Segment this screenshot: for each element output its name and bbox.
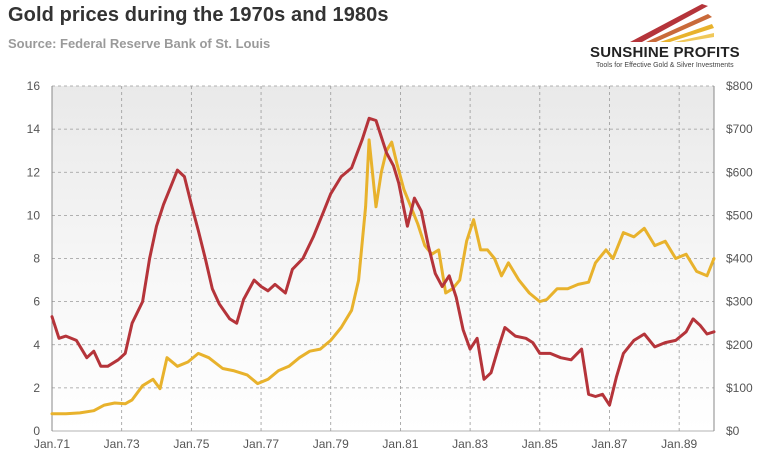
y-right-tick-label: $0 (726, 424, 740, 438)
y-right-tick-label: $400 (726, 252, 753, 266)
y-left-tick-label: 14 (27, 122, 41, 136)
x-tick-label: Jan.71 (34, 437, 70, 451)
logo-name: SUNSHINE PROFITS (590, 44, 740, 61)
chart-title: Gold prices during the 1970s and 1980s (8, 4, 389, 26)
y-left-tick-label: 8 (33, 252, 40, 266)
y-left-tick-label: 0 (33, 424, 40, 438)
y-right-tick-label: $300 (726, 295, 753, 309)
y-axis-right: $0 $100 $200 $300 $400 $500 $600 $700 $800 (726, 79, 753, 438)
y-left-tick-label: 2 (33, 381, 40, 395)
y-right-tick-label: $200 (726, 338, 753, 352)
y-right-tick-label: $700 (726, 122, 753, 136)
series-group (50, 116, 716, 416)
x-tick-label: Jan.79 (313, 437, 349, 451)
x-axis: Jan.71 Jan.73 Jan.75 Jan.77 Jan.79 Jan.81 Jan.… (34, 437, 698, 451)
x-tick-label: Jan.73 (104, 437, 140, 451)
x-tick-label: Jan.85 (522, 437, 558, 451)
y-right-tick-label: $600 (726, 165, 753, 179)
y-left-tick-label: 6 (33, 295, 40, 309)
y-left-tick-label: 10 (27, 208, 41, 222)
x-tick-label: Jan.75 (173, 437, 209, 451)
brand-logo: SUNSHINE PROFITS Tools for Effective Gol… (590, 2, 762, 74)
series-line-gold (50, 138, 716, 416)
sun-rays-icon (630, 4, 714, 42)
y-left-tick-label: 4 (33, 338, 40, 352)
chart-source: Source: Federal Reserve Bank of St. Loui… (8, 36, 271, 51)
series-line-red (50, 116, 716, 407)
y-right-tick-label: $500 (726, 208, 753, 222)
x-tick-label: Jan.83 (452, 437, 488, 451)
y-left-tick-label: 12 (27, 165, 41, 179)
x-tick-label: Jan.89 (661, 437, 697, 451)
y-right-tick-label: $100 (726, 381, 753, 395)
y-axis-left: 0 2 4 6 8 10 12 14 16 (27, 79, 41, 438)
x-tick-label: Jan.87 (591, 437, 627, 451)
x-tick-label: Jan.81 (382, 437, 418, 451)
y-left-tick-label: 16 (27, 79, 41, 93)
logo-tagline: Tools for Effective Gold & Silver Invest… (596, 62, 734, 69)
x-tick-label: Jan.77 (243, 437, 279, 451)
y-right-tick-label: $800 (726, 79, 753, 93)
